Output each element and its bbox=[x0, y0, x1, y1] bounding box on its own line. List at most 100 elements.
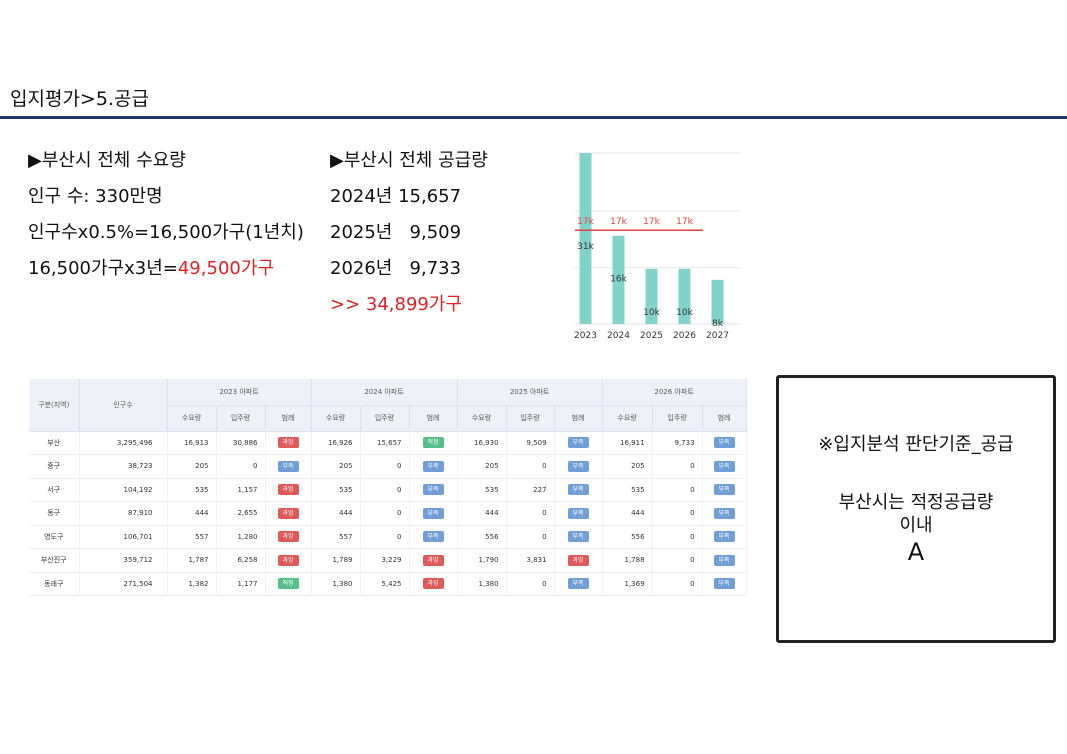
table-row: 동래구 271,504 1,382 1,177 적정 1,380 5,425 과잉 1,380 0… bbox=[29, 572, 747, 596]
table-row: 부산 3,295,496 16,913 30,886 과잉 16,926 15,657 적정 1… bbox=[29, 431, 747, 455]
status-badge: 부족 bbox=[422, 507, 444, 519]
status-badge: 부족 bbox=[567, 578, 589, 590]
status-badge: 적정 bbox=[422, 437, 444, 449]
criteria-box: ※입지분석 판단기준_공급 부산시는 적정공급량 이내 A bbox=[776, 375, 1056, 643]
cell-legend: 부족 bbox=[702, 454, 747, 479]
status-badge: 부족 bbox=[713, 578, 735, 590]
cell-supply: 15,657 bbox=[360, 431, 410, 455]
table-body: 부산 3,295,496 16,913 30,886 과잉 16,926 15,657 적정 1… bbox=[29, 431, 747, 596]
header-supply: 입주량 bbox=[652, 405, 703, 432]
cell-supply: 0 bbox=[506, 572, 555, 596]
cell-legend: 부족 bbox=[702, 525, 747, 549]
reference-label: 17k bbox=[610, 217, 627, 227]
cell-legend: 적정 bbox=[409, 431, 458, 455]
cell-demand: 205 bbox=[602, 454, 653, 479]
cell-legend: 부족 bbox=[702, 431, 747, 455]
cell-supply: 0 bbox=[652, 454, 703, 479]
cell-supply: 0 bbox=[652, 478, 703, 502]
cell-legend: 부족 bbox=[554, 525, 603, 549]
status-badge: 부족 bbox=[567, 437, 589, 449]
cell-supply: 0 bbox=[652, 572, 703, 596]
header-supply: 입주량 bbox=[216, 405, 266, 432]
title-divider bbox=[0, 116, 1067, 119]
status-badge: 부족 bbox=[422, 460, 444, 472]
x-tick-label: 2027 bbox=[706, 331, 729, 341]
cell-supply: 30,886 bbox=[216, 431, 266, 455]
cell-supply: 1,157 bbox=[216, 478, 266, 502]
data-label: 16k bbox=[610, 275, 627, 285]
status-badge: 부족 bbox=[567, 531, 589, 543]
cell-supply: 0 bbox=[652, 548, 703, 573]
cell-supply: 0 bbox=[652, 525, 703, 549]
status-badge: 과잉 bbox=[277, 484, 299, 496]
data-label: 8k bbox=[712, 319, 724, 329]
cell-legend: 부족 bbox=[702, 478, 747, 502]
cell-demand: 556 bbox=[457, 525, 507, 549]
criteria-body: 부산시는 적정공급량 이내 bbox=[779, 491, 1053, 537]
status-badge: 부족 bbox=[567, 507, 589, 519]
status-badge: 부족 bbox=[277, 460, 299, 472]
cell-demand: 205 bbox=[457, 454, 507, 479]
status-badge: 부족 bbox=[713, 531, 735, 543]
cell-supply: 0 bbox=[360, 501, 410, 526]
cell-supply: 3,831 bbox=[506, 548, 555, 573]
header-legend: 범례 bbox=[702, 405, 747, 432]
cell-legend: 부족 bbox=[265, 454, 312, 479]
cell-legend: 적정 bbox=[265, 572, 312, 596]
cell-demand: 444 bbox=[167, 501, 217, 526]
cell-demand: 1,787 bbox=[167, 548, 217, 573]
cell-supply: 0 bbox=[360, 478, 410, 502]
x-tick-label: 2023 bbox=[574, 331, 597, 341]
cell-region: 동구 bbox=[29, 501, 80, 526]
reference-label: 17k bbox=[676, 217, 693, 227]
criteria-body-line1: 부산시는 적정공급량 bbox=[838, 492, 994, 513]
cell-demand: 1,382 bbox=[167, 572, 217, 596]
table-row: 영도구 106,701 557 1,280 과잉 557 0 부족 556 0 부족 556 0 부족 bbox=[29, 525, 747, 549]
header-supply: 입주량 bbox=[506, 405, 555, 432]
cell-supply: 0 bbox=[360, 525, 410, 549]
cell-supply: 0 bbox=[506, 525, 555, 549]
bar-2024 bbox=[612, 235, 625, 324]
criteria-grade: A bbox=[907, 538, 925, 566]
bar-2023 bbox=[579, 153, 592, 324]
status-badge: 부족 bbox=[567, 460, 589, 472]
cell-demand: 16,913 bbox=[167, 431, 217, 455]
cell-population: 38,723 bbox=[79, 454, 168, 479]
demand-three-year: 16,500가구x3년=49,500가구 bbox=[28, 251, 304, 287]
cell-demand: 1,788 bbox=[602, 548, 653, 573]
demand-population: 인구 수: 330만명 bbox=[28, 186, 163, 207]
cell-legend: 부족 bbox=[554, 454, 603, 479]
cell-population: 271,504 bbox=[79, 572, 168, 596]
cell-demand: 1,369 bbox=[602, 572, 653, 596]
cell-legend: 부족 bbox=[702, 572, 747, 596]
data-label: 10k bbox=[676, 308, 693, 318]
cell-demand: 1,380 bbox=[457, 572, 507, 596]
cell-legend: 부족 bbox=[554, 501, 603, 526]
bar-2027 bbox=[711, 279, 724, 324]
criteria-body-line2: 이내 bbox=[899, 515, 933, 536]
cell-population: 87,910 bbox=[79, 501, 168, 526]
bar-2025 bbox=[645, 268, 658, 324]
cell-supply: 3,229 bbox=[360, 548, 410, 573]
cell-legend: 부족 bbox=[409, 501, 458, 526]
supply-demand-table: 구분(지역) 인구수 2023 아파트 2024 아파트 2025 아파트 20… bbox=[29, 379, 747, 597]
supply-heading: ▶부산시 전체 공급량 bbox=[330, 150, 488, 171]
cell-demand: 535 bbox=[602, 478, 653, 502]
cell-legend: 과잉 bbox=[265, 431, 312, 455]
cell-legend: 부족 bbox=[409, 525, 458, 549]
cell-demand: 16,911 bbox=[602, 431, 653, 455]
cell-supply: 227 bbox=[506, 478, 555, 502]
cell-region: 부산 bbox=[29, 431, 80, 455]
status-badge: 과잉 bbox=[277, 437, 299, 449]
cell-legend: 과잉 bbox=[554, 548, 603, 573]
cell-demand: 1,380 bbox=[311, 572, 361, 596]
cell-demand: 444 bbox=[311, 501, 361, 526]
cell-supply: 9,733 bbox=[652, 431, 703, 455]
demand-section: ▶부산시 전체 수요량 인구 수: 330만명 인구수x0.5%=16,500가… bbox=[28, 143, 304, 287]
page-title: 입지평가>5.공급 bbox=[10, 88, 149, 110]
cell-demand: 205 bbox=[167, 454, 217, 479]
status-badge: 과잉 bbox=[567, 554, 589, 566]
status-badge: 부족 bbox=[713, 554, 735, 566]
cell-demand: 444 bbox=[457, 501, 507, 526]
demand-annual: 인구수x0.5%=16,500가구(1년치) bbox=[28, 222, 304, 243]
